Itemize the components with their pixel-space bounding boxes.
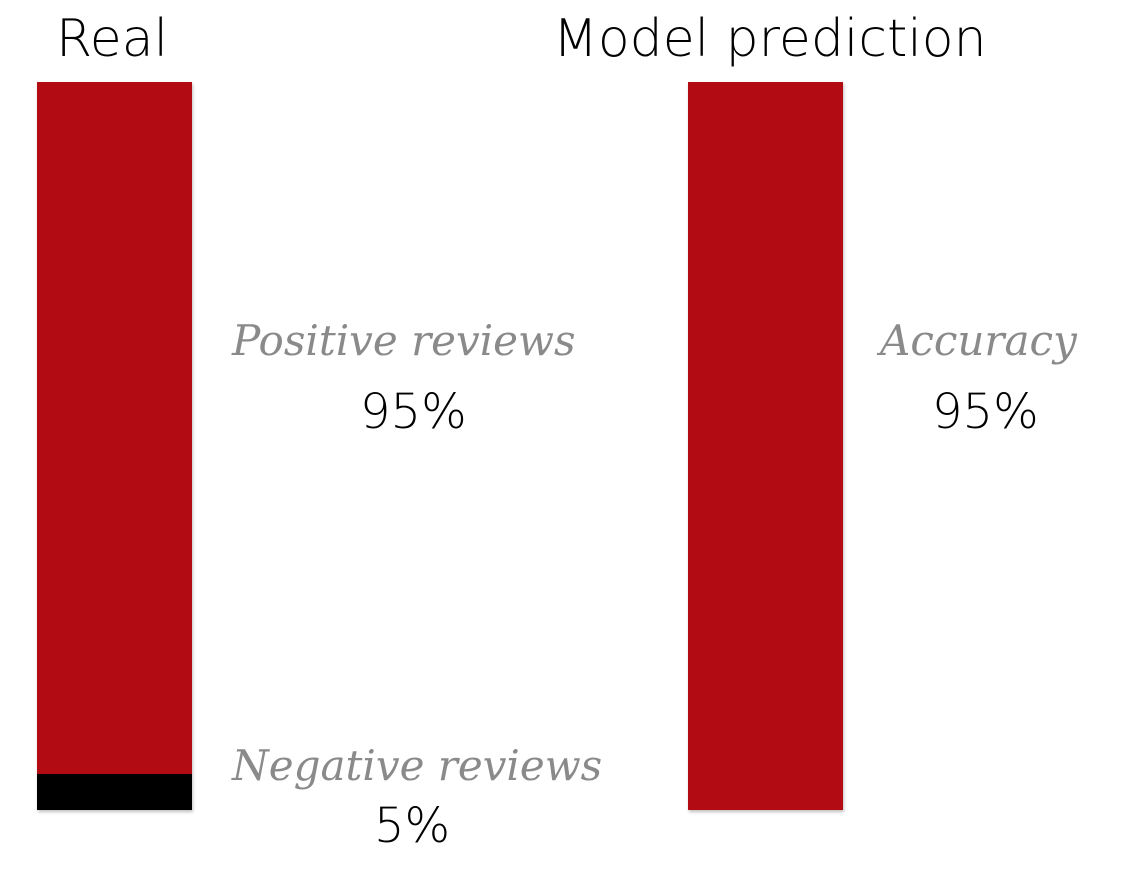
bar-segment-negative-reviews (37, 773, 192, 810)
label-positive-reviews: Positive reviews (232, 316, 576, 365)
value-positive-reviews: 95% (360, 384, 467, 440)
stacked-bar-model-prediction (688, 82, 843, 810)
chart-title-model-prediction: Model prediction (553, 9, 987, 69)
label-accuracy: Accuracy (880, 316, 1077, 365)
label-negative-reviews: Negative reviews (232, 741, 603, 790)
value-negative-reviews: 5% (374, 798, 451, 854)
bar-segment-accuracy (688, 82, 843, 810)
bar-segment-positive-reviews (37, 82, 192, 774)
value-accuracy: 95% (932, 384, 1039, 440)
stacked-bar-real (37, 82, 192, 810)
chart-title-real: Real (56, 9, 169, 69)
